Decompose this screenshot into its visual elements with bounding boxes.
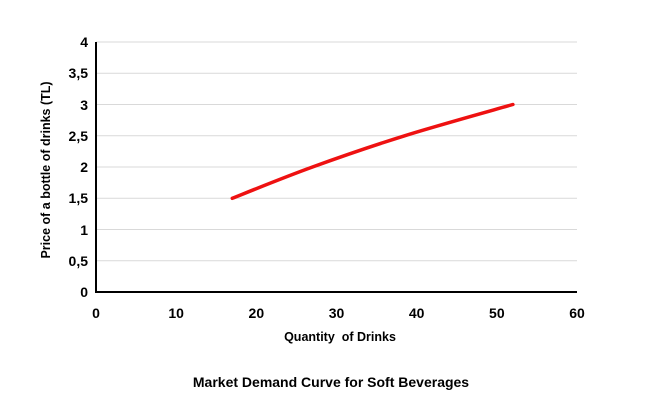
x-tick-label: 30 [328, 305, 345, 321]
y-axis-title: Price of a bottle of drinks (TL) [39, 81, 53, 259]
x-tick-label: 0 [92, 305, 100, 321]
demand-curve-line [230, 102, 515, 201]
y-tick-label: 4 [80, 34, 88, 50]
x-tick-label: 60 [569, 305, 585, 321]
y-tick-label: 3,5 [68, 65, 88, 82]
chart-title: Market Demand Curve for Soft Beverages [192, 374, 470, 390]
y-tick-label: 0,5 [68, 252, 88, 269]
y-tick-label: 1,5 [68, 190, 88, 207]
y-tick-label: 2 [80, 159, 88, 175]
x-tick-label: 50 [489, 305, 505, 321]
x-tick-label: 20 [248, 305, 265, 321]
x-tick-label: 10 [168, 305, 184, 321]
x-axis-title: Quantity of Drinks [284, 330, 396, 344]
y-tick-label: 3 [80, 96, 88, 113]
y-tick-label: 2,5 [68, 127, 88, 144]
x-tick-label: 40 [408, 305, 425, 321]
y-tick-label: 1 [80, 221, 88, 238]
y-tick-label: 0 [80, 284, 88, 300]
